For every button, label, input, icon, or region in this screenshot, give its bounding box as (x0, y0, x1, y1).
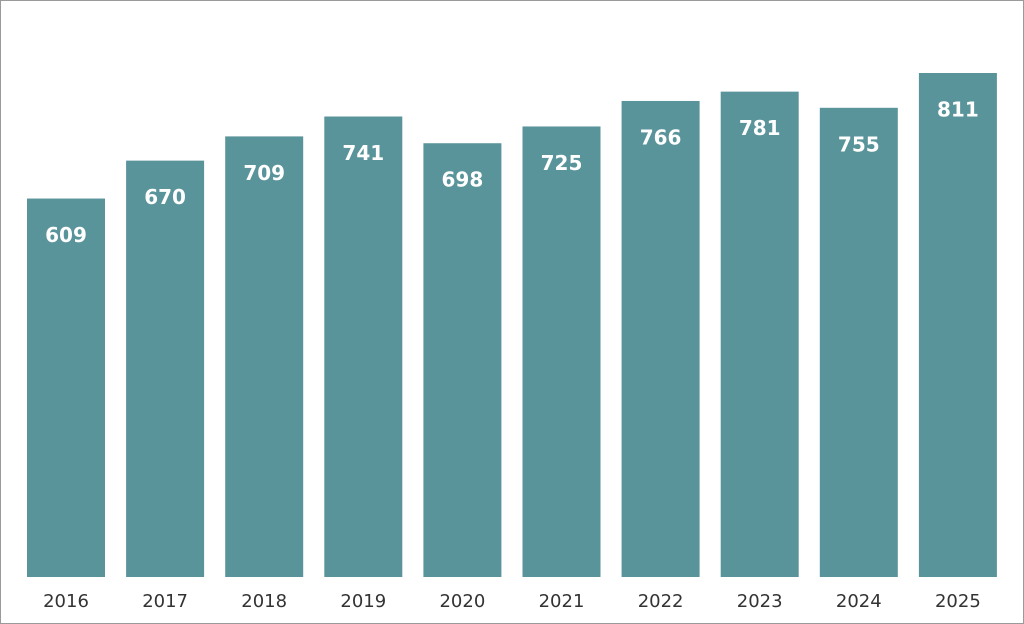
value-label: 670 (144, 185, 186, 209)
x-tick-label: 2017 (142, 591, 188, 612)
x-tick-label: 2021 (539, 591, 585, 612)
bar (225, 136, 304, 577)
x-tick-label: 2020 (439, 591, 485, 612)
value-label: 781 (739, 116, 781, 140)
value-label: 766 (640, 125, 682, 149)
bar (621, 100, 700, 577)
value-label: 709 (243, 161, 285, 185)
value-label: 609 (45, 223, 87, 247)
bar (819, 107, 898, 577)
x-tick-label: 2025 (935, 591, 981, 612)
value-label: 755 (838, 132, 880, 156)
value-label: 698 (442, 168, 484, 192)
x-tick-label: 2018 (241, 591, 287, 612)
value-label: 741 (342, 141, 384, 165)
bar (423, 143, 502, 577)
bar (126, 160, 205, 577)
bar (27, 198, 105, 577)
bar (522, 126, 601, 577)
bar (918, 73, 997, 577)
x-tick-label: 2019 (340, 591, 386, 612)
value-label: 725 (541, 151, 583, 175)
value-label: 811 (937, 98, 979, 122)
bar (720, 91, 799, 577)
x-tick-label: 2016 (43, 591, 89, 612)
x-tick-label: 2022 (638, 591, 684, 612)
x-tick-label: 2024 (836, 591, 882, 612)
x-tick-label: 2023 (737, 591, 783, 612)
bar (324, 116, 403, 578)
